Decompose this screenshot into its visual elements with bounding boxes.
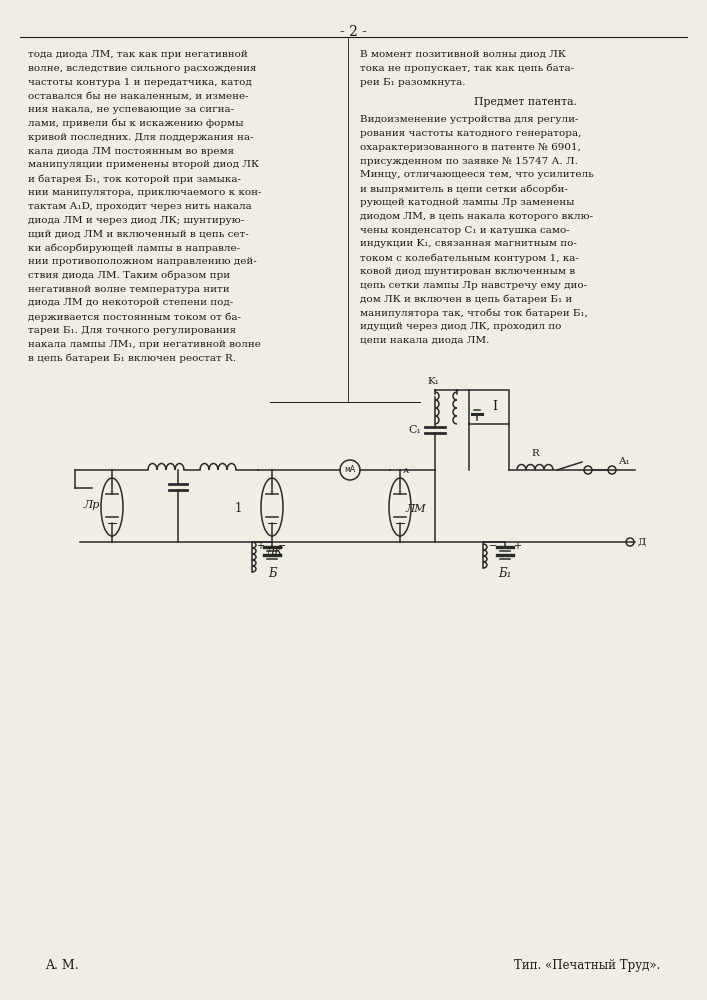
Text: реи Б₁ разомкнута.: реи Б₁ разомкнута. bbox=[360, 78, 465, 87]
Text: охарактеризованного в патенте № 6901,: охарактеризованного в патенте № 6901, bbox=[360, 143, 581, 152]
Text: ствия диода ЛМ. Таким образом при: ствия диода ЛМ. Таким образом при bbox=[28, 271, 230, 280]
Text: и выпрямитель в цепи сетки абсорби-: и выпрямитель в цепи сетки абсорби- bbox=[360, 184, 568, 194]
Text: в цепь батареи Б₁ включен реостат R.: в цепь батареи Б₁ включен реостат R. bbox=[28, 354, 236, 363]
Text: и батарея Б₁, ток которой при замыка-: и батарея Б₁, ток которой при замыка- bbox=[28, 174, 241, 184]
Text: мА: мА bbox=[344, 466, 356, 475]
Bar bbox=[469, 390, 509, 424]
Text: щий диод ЛМ и включенный в цепь сет-: щий диод ЛМ и включенный в цепь сет- bbox=[28, 229, 249, 238]
Text: Видоизменение устройства для регули-: Видоизменение устройства для регули- bbox=[360, 115, 578, 124]
Text: диодом ЛМ, в цепь накала которого вклю-: диодом ЛМ, в цепь накала которого вклю- bbox=[360, 212, 593, 221]
Text: цепь сетки лампы Лр навстречу ему дио-: цепь сетки лампы Лр навстречу ему дио- bbox=[360, 281, 587, 290]
Text: Тип. «Печатный Труд».: Тип. «Печатный Труд». bbox=[513, 959, 660, 972]
Text: Лр: Лр bbox=[84, 500, 100, 510]
Text: 1: 1 bbox=[234, 502, 242, 514]
Text: В момент позитивной волны диод ЛК: В момент позитивной волны диод ЛК bbox=[360, 50, 566, 59]
Text: ния накала, не успевающие за сигна-: ния накала, не успевающие за сигна- bbox=[28, 105, 234, 114]
Text: присужденном по заявке № 15747 А. Л.: присужденном по заявке № 15747 А. Л. bbox=[360, 157, 578, 166]
Text: ковой диод шунтирован включенным в: ковой диод шунтирован включенным в bbox=[360, 267, 575, 276]
Text: тареи Б₁. Для точного регулирования: тареи Б₁. Для точного регулирования bbox=[28, 326, 236, 335]
Text: накала лампы ЛМ₁, при негативной волне: накала лампы ЛМ₁, при негативной волне bbox=[28, 340, 261, 349]
Text: индукции K₁, связанная магнитным по-: индукции K₁, связанная магнитным по- bbox=[360, 239, 577, 248]
Text: нии противоположном направлению дей-: нии противоположном направлению дей- bbox=[28, 257, 257, 266]
Text: чены конденсатор C₁ и катушка само-: чены конденсатор C₁ и катушка само- bbox=[360, 226, 570, 235]
Text: Б₁: Б₁ bbox=[498, 567, 512, 580]
Text: +: + bbox=[513, 541, 521, 551]
Text: Предмет патента.: Предмет патента. bbox=[474, 97, 576, 107]
Text: A₁: A₁ bbox=[618, 457, 630, 466]
Text: A. M.: A. M. bbox=[45, 959, 78, 972]
Text: рующей катодной лампы Лр заменены: рующей катодной лампы Лр заменены bbox=[360, 198, 575, 207]
Text: Б: Б bbox=[268, 567, 276, 580]
Text: А: А bbox=[403, 467, 409, 475]
Text: манипулятора так, чтобы ток батареи Б₁,: манипулятора так, чтобы ток батареи Б₁, bbox=[360, 308, 588, 318]
Text: оставался бы не накаленным, и измене-: оставался бы не накаленным, и измене- bbox=[28, 91, 249, 100]
Text: негативной волне температура нити: негативной волне температура нити bbox=[28, 285, 230, 294]
Text: +: + bbox=[256, 541, 264, 551]
Text: током с колебательным контуром 1, ка-: током с колебательным контуром 1, ка- bbox=[360, 253, 579, 263]
Text: K₁: K₁ bbox=[427, 377, 439, 386]
Text: диода ЛМ до некоторой степени под-: диода ЛМ до некоторой степени под- bbox=[28, 298, 233, 307]
Text: цепи накала диода ЛМ.: цепи накала диода ЛМ. bbox=[360, 336, 489, 345]
Text: держивается постоянным током от ба-: держивается постоянным током от ба- bbox=[28, 312, 241, 322]
Text: тактам А₁D, проходит через нить накала: тактам А₁D, проходит через нить накала bbox=[28, 202, 252, 211]
Text: −: − bbox=[489, 541, 497, 551]
Text: Д: Д bbox=[637, 538, 645, 546]
Text: манипуляции применены второй диод ЛК: манипуляции применены второй диод ЛК bbox=[28, 160, 259, 169]
Text: кала диода ЛМ постоянным во время: кала диода ЛМ постоянным во время bbox=[28, 147, 234, 156]
Text: идущий через диод ЛК, проходил по: идущий через диод ЛК, проходил по bbox=[360, 322, 561, 331]
Text: диода ЛМ и через диод ЛК; шунтирую-: диода ЛМ и через диод ЛК; шунтирую- bbox=[28, 216, 244, 225]
Text: кривой последних. Для поддержания на-: кривой последних. Для поддержания на- bbox=[28, 133, 254, 142]
Text: Минцу, отличающееся тем, что усилитель: Минцу, отличающееся тем, что усилитель bbox=[360, 170, 594, 179]
Text: лами, привели бы к искажению формы: лами, привели бы к искажению формы bbox=[28, 119, 244, 128]
Text: нии манипулятора, приключаемого к кон-: нии манипулятора, приключаемого к кон- bbox=[28, 188, 262, 197]
Text: I: I bbox=[493, 400, 498, 414]
Text: дом ЛК и включен в цепь батареи Б₁ и: дом ЛК и включен в цепь батареи Б₁ и bbox=[360, 295, 572, 304]
Text: ЛМ: ЛМ bbox=[405, 504, 426, 514]
Text: волне, вследствие сильного расхождения: волне, вследствие сильного расхождения bbox=[28, 64, 257, 73]
Text: ки абсорбирующей лампы в направле-: ки абсорбирующей лампы в направле- bbox=[28, 243, 240, 253]
Text: - 2 -: - 2 - bbox=[339, 25, 366, 39]
Text: тока не пропускает, так как цепь бата-: тока не пропускает, так как цепь бата- bbox=[360, 64, 574, 73]
Text: ЛК: ЛК bbox=[265, 547, 283, 557]
Text: частоты контура 1 и передатчика, катод: частоты контура 1 и передатчика, катод bbox=[28, 78, 252, 87]
Text: C₁: C₁ bbox=[408, 425, 421, 435]
Text: R: R bbox=[531, 449, 539, 458]
Text: рования частоты катодного генератора,: рования частоты катодного генератора, bbox=[360, 129, 581, 138]
Text: тода диода ЛМ, так как при негативной: тода диода ЛМ, так как при негативной bbox=[28, 50, 247, 59]
Text: −: − bbox=[278, 541, 286, 551]
